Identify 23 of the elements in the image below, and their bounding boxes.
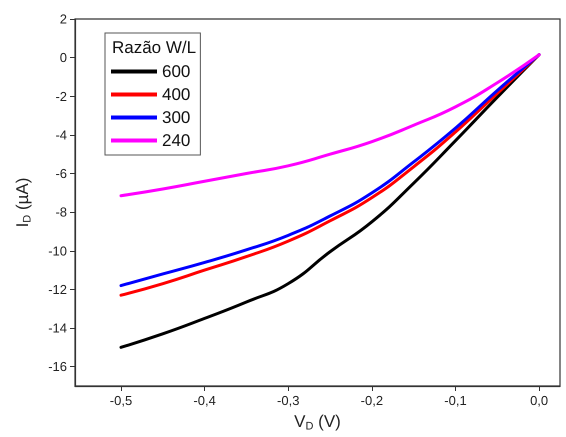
y-tick-label: -6	[55, 166, 67, 182]
x-tick-label: -0,5	[110, 393, 132, 408]
y-tick-label: -16	[48, 359, 67, 374]
x-tick-label: -0,2	[360, 393, 384, 408]
y-tick-label: -14	[48, 320, 67, 336]
line-series	[119, 53, 541, 198]
y-tick-label: -4	[55, 127, 67, 142]
x-tick-label: -0,3	[277, 393, 300, 408]
y-tick-label: -10	[48, 243, 67, 258]
y-tick-label: 2	[60, 12, 67, 26]
legend-title: Razão W/L	[112, 38, 196, 57]
y-tick-label: 0	[60, 50, 67, 66]
legend-label: 240	[162, 131, 190, 150]
x-tick-label: 0,0	[530, 393, 548, 408]
y-tick-label: -2	[55, 88, 67, 104]
y-tick-label: -8	[55, 204, 67, 220]
legend-label: 600	[162, 62, 190, 81]
y-axis-title: ID (µA)	[13, 178, 34, 228]
legend-label: 300	[162, 108, 190, 127]
legend-label: 400	[162, 85, 190, 104]
y-tick-label: -12	[48, 282, 67, 297]
x-tick-label: -0,1	[444, 393, 467, 408]
x-tick-label: -0,4	[193, 393, 216, 408]
